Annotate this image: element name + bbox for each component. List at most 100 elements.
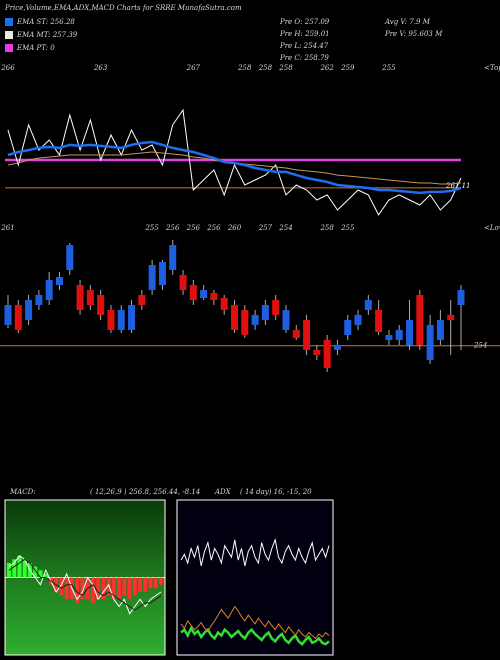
macd-bar xyxy=(132,577,137,596)
high-label: 254 xyxy=(278,224,292,232)
candle-body xyxy=(158,261,166,286)
candle-body xyxy=(375,309,383,332)
chart-title: Price,Volume,EMA,ADX,MACD Charts for SRR… xyxy=(4,4,242,12)
macd-bar xyxy=(153,577,158,589)
adx-line xyxy=(180,537,330,567)
high-label: 260 xyxy=(227,224,242,232)
top-label: 258 xyxy=(237,64,252,72)
candle-body xyxy=(436,320,444,340)
macd-bar xyxy=(80,577,85,600)
panel-subtitle: ( 12,26,9 ) 256.8, 256.44, -8.14 xyxy=(90,488,200,496)
panel-subtitle: ( 14 day) 16, -15, 20 xyxy=(240,488,312,496)
macd-bar xyxy=(59,577,64,596)
macd-bar xyxy=(33,566,38,578)
macd-bar xyxy=(43,573,48,578)
high-label: 258 xyxy=(319,224,334,232)
top-label: 255 xyxy=(381,64,396,72)
candle-body xyxy=(76,285,84,310)
candle-body xyxy=(344,320,352,336)
info-text: Avg V: 7.9 M xyxy=(384,18,431,26)
info-text: Pre H: 259.01 xyxy=(279,30,330,38)
candle-body xyxy=(66,245,74,270)
candle-body xyxy=(220,298,228,310)
top-label: 267 xyxy=(186,64,201,72)
candle-body xyxy=(35,294,43,305)
candle-body xyxy=(447,314,455,321)
macd-bar xyxy=(12,559,17,578)
macd-bar xyxy=(122,577,127,596)
candle-body xyxy=(55,277,63,286)
high-label: 255 xyxy=(340,224,355,232)
macd-bar xyxy=(38,570,43,578)
reference-label: 254 xyxy=(473,342,487,350)
ema-line xyxy=(7,151,462,185)
candle-body xyxy=(416,294,424,345)
high-label: 261 xyxy=(0,224,14,232)
macd-bar xyxy=(96,577,101,600)
candle-body xyxy=(323,340,331,368)
top-label: 263 xyxy=(93,64,108,72)
macd-line xyxy=(8,555,162,615)
top-label: 258 xyxy=(278,64,293,72)
adx-line xyxy=(180,625,330,646)
candle-body xyxy=(333,344,341,350)
info-text: Pre V: 95.603 M xyxy=(384,30,443,38)
candle-body xyxy=(292,329,300,338)
top-label: 259 xyxy=(340,64,355,72)
candle-body xyxy=(86,289,94,305)
candle-body xyxy=(313,349,321,356)
candle-body xyxy=(179,274,187,290)
candle-body xyxy=(97,294,105,315)
candle-body xyxy=(210,293,218,301)
candle-body xyxy=(241,309,249,336)
macd-bar xyxy=(148,577,153,589)
candle-body xyxy=(303,320,311,350)
right-label: <Lowes xyxy=(484,224,500,232)
high-label: 257 xyxy=(258,224,273,232)
macd-bar xyxy=(127,577,132,600)
candle-body xyxy=(4,305,12,325)
candle-body xyxy=(457,289,465,305)
high-label: 256 xyxy=(206,224,221,232)
top-label: 266 xyxy=(0,64,15,72)
macd-bar xyxy=(143,577,148,592)
macd-bar xyxy=(111,577,116,600)
candle-body xyxy=(282,309,290,330)
panel-title: MACD: xyxy=(9,488,36,496)
candle-body xyxy=(261,305,269,321)
candle-body xyxy=(25,300,33,321)
candle-body xyxy=(406,320,414,345)
candle-body xyxy=(107,309,115,330)
candle-body xyxy=(231,305,238,330)
candle-body xyxy=(189,285,197,301)
macd-bar xyxy=(22,559,27,578)
high-label: 255 xyxy=(144,224,159,232)
candle-body xyxy=(45,279,53,301)
macd-bar xyxy=(90,577,95,603)
macd-bar xyxy=(106,577,111,596)
macd-line xyxy=(8,558,162,611)
legend-swatch xyxy=(5,18,13,26)
candle-body xyxy=(354,314,362,325)
high-label: 256 xyxy=(165,224,180,232)
ema-line xyxy=(7,140,462,195)
info-text: Pre O: 257.09 xyxy=(279,18,330,26)
candle-body xyxy=(251,314,259,325)
info-text: Pre L: 254.47 xyxy=(279,42,329,50)
adx-line xyxy=(180,605,330,640)
candle-body xyxy=(395,329,403,340)
candle-body xyxy=(272,300,280,315)
adx-panel xyxy=(176,499,334,656)
macd-bar xyxy=(101,577,106,600)
right-label: <Topa xyxy=(484,64,500,72)
candle-body xyxy=(128,305,136,330)
legend-label: EMA PT: 0 xyxy=(16,44,55,52)
candle-body xyxy=(138,294,146,305)
macd-bar xyxy=(75,577,80,603)
candle-body xyxy=(200,289,208,298)
candle-body xyxy=(169,245,177,270)
legend-label: EMA MT: 257.39 xyxy=(16,31,78,39)
macd-bar xyxy=(17,555,22,578)
